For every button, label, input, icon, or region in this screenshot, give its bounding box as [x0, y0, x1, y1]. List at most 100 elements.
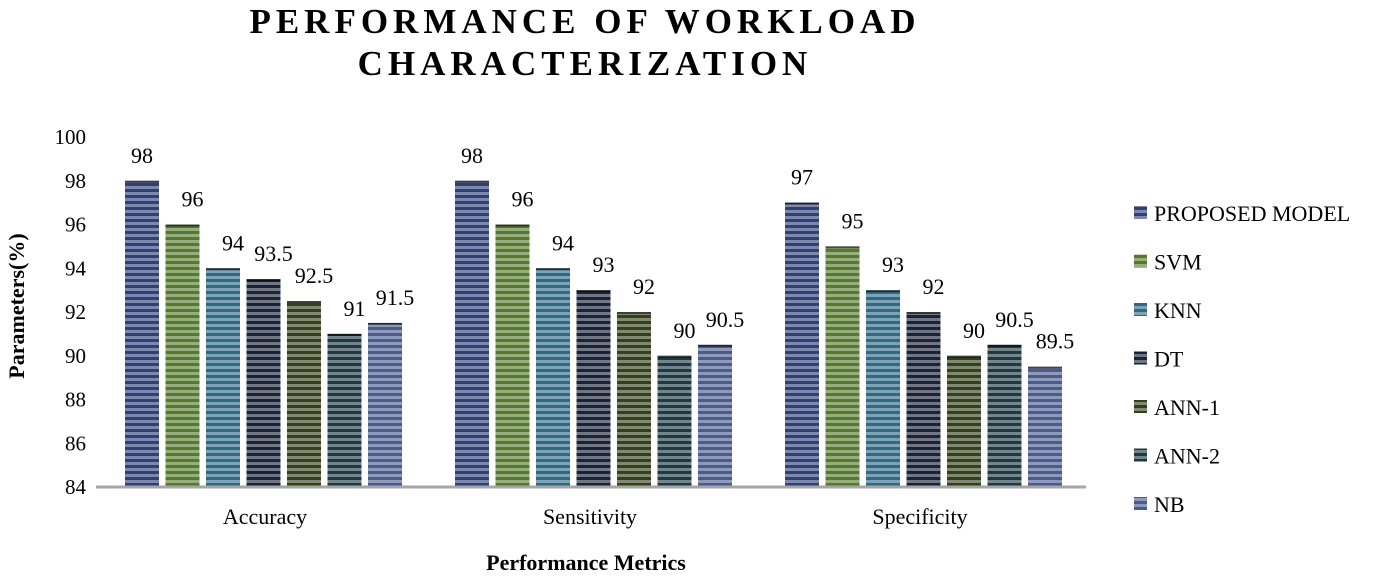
data-label: 95 [842, 208, 864, 233]
bar-top-edge [206, 268, 240, 271]
legend-label: NB [1154, 492, 1185, 517]
bar-stripes [1028, 366, 1062, 487]
bar-top-edge [246, 279, 281, 282]
y-tick-label: 92 [65, 300, 86, 324]
x-axis-title: Performance Metrics [486, 550, 686, 575]
data-label: 91.5 [376, 285, 415, 310]
y-tick-label: 98 [65, 169, 86, 193]
legend-swatch-stripes [1134, 206, 1147, 219]
bar-stripes [368, 322, 402, 487]
legend-swatch-stripes [1134, 303, 1147, 316]
bar-top-edge [987, 344, 1022, 347]
bar-stripes [536, 268, 570, 487]
y-tick-label: 86 [65, 431, 86, 455]
data-label: 97 [791, 165, 813, 190]
data-label: 92 [633, 274, 655, 299]
bar-top-edge [455, 180, 489, 183]
legend: PROPOSED MODEL SVM KNN DT ANN-1 ANN-2 NB [1134, 201, 1350, 517]
y-tick-label: 96 [65, 213, 86, 237]
bar-top-edge [698, 344, 732, 347]
y-axis: 84 86 88 90 92 94 96 98 100 [55, 125, 87, 499]
x-category-label: Specificity [872, 504, 967, 529]
chart-title-line-2: CHARACTERIZATION [357, 44, 813, 83]
bar-stripes [327, 333, 362, 487]
bar-stripes [906, 312, 941, 487]
bar-stripes [165, 224, 200, 487]
data-label: 92.5 [295, 263, 334, 288]
bar-stripes [125, 180, 159, 487]
x-axis: Accuracy Sensitivity Specificity [96, 485, 1086, 529]
y-tick-label: 88 [65, 388, 86, 412]
legend-label: ANN-2 [1154, 444, 1220, 469]
data-label: 93 [593, 252, 615, 277]
data-label: 98 [461, 143, 483, 168]
legend-swatch-stripes [1134, 448, 1147, 462]
bar-top-edge [287, 301, 321, 304]
data-label: 90.5 [995, 307, 1034, 332]
y-axis-title: Parameters(%) [4, 233, 29, 378]
bar-top-edge [368, 322, 402, 325]
bar-top-edge [906, 312, 941, 314]
bar-stripes [617, 312, 651, 487]
bar-top-edge [617, 312, 651, 314]
legend-swatch-stripes [1134, 351, 1147, 365]
data-label: 90.5 [706, 307, 745, 332]
bar-stripes [698, 344, 732, 487]
bar-stripes [947, 355, 981, 487]
legend-label: KNN [1154, 298, 1202, 323]
data-label: 90 [674, 318, 696, 343]
bar-stripes [785, 202, 819, 487]
data-label: 94 [222, 230, 244, 255]
legend-swatch-stripes [1134, 254, 1147, 268]
bar-stripes [455, 180, 489, 487]
data-labels-group: 98 96 94 93.592.5 91 91.5 98 96 94 93 92 90 90.5 97 95… [131, 143, 1074, 354]
data-label: 90 [963, 318, 985, 343]
bar-top-edge [825, 246, 860, 249]
data-label: 92 [923, 274, 945, 299]
bar-top-edge [947, 355, 981, 358]
bar-top-edge [536, 268, 570, 271]
x-category-label: Accuracy [223, 504, 307, 529]
bar-top-edge [866, 290, 900, 293]
bar-stripes [825, 246, 860, 487]
bar-stripes [495, 224, 530, 487]
y-tick-label: 84 [65, 475, 87, 499]
bar-stripes [287, 301, 321, 487]
bar-top-edge [495, 224, 530, 227]
data-label: 96 [182, 187, 204, 212]
legend-swatch-stripes [1134, 497, 1147, 510]
bar-top-edge [165, 224, 200, 227]
legend-label: PROPOSED MODEL [1154, 201, 1350, 226]
bar-stripes [657, 355, 692, 487]
chart-title-line-1: PERFORMANCE OF WORKLOAD [249, 2, 921, 41]
y-tick-label: 90 [65, 344, 86, 368]
bar-stripes [866, 290, 900, 487]
bar-top-edge [576, 290, 611, 293]
bars-group [125, 180, 1062, 487]
data-label: 91 [344, 296, 366, 321]
x-category-label: Sensitivity [543, 504, 637, 529]
bar-stripes [987, 344, 1022, 487]
data-label: 93.5 [254, 241, 293, 266]
data-label: 89.5 [1036, 329, 1075, 354]
bar-top-edge [657, 355, 692, 358]
data-label: 93 [882, 252, 904, 277]
bar-top-edge [785, 202, 819, 205]
bar-top-edge [1028, 366, 1062, 369]
bar-stripes [576, 290, 611, 487]
bar-stripes [246, 279, 281, 487]
data-label: 98 [131, 143, 153, 168]
data-label: 94 [552, 230, 574, 255]
bar-stripes [206, 268, 240, 487]
legend-label: DT [1154, 347, 1184, 372]
bar-top-edge [125, 180, 159, 183]
legend-label: ANN-1 [1154, 395, 1220, 420]
y-tick-label: 100 [55, 125, 87, 149]
y-tick-label: 94 [65, 256, 87, 280]
legend-swatch-stripes [1134, 400, 1147, 413]
legend-label: SVM [1154, 250, 1202, 275]
bar-top-edge [327, 333, 362, 336]
data-label: 96 [512, 187, 534, 212]
